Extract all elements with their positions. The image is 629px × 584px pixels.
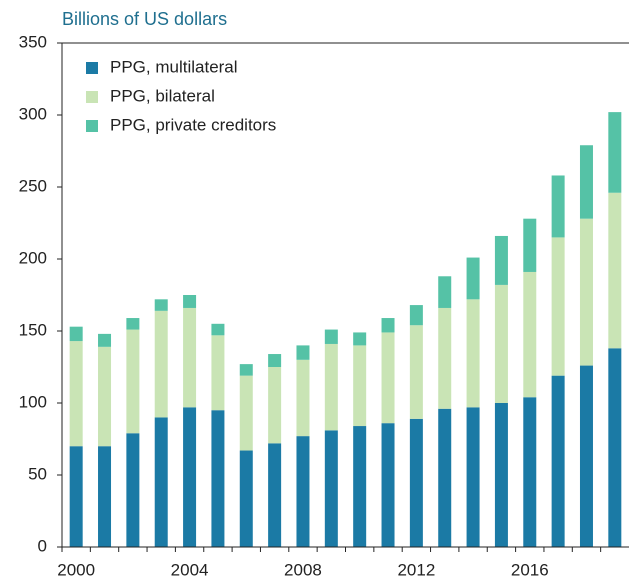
bar-segment bbox=[409, 418, 423, 547]
bar-segment bbox=[211, 335, 225, 411]
bar-segment bbox=[324, 343, 338, 431]
bar-segment bbox=[296, 345, 310, 360]
bar-segment bbox=[494, 235, 508, 285]
bar-segment bbox=[608, 348, 622, 547]
bar-segment bbox=[523, 218, 537, 272]
y-tick-label: 0 bbox=[38, 536, 47, 555]
bar-segment bbox=[438, 276, 452, 308]
bar-segment bbox=[523, 271, 537, 398]
bar-segment bbox=[409, 325, 423, 419]
bar-segment bbox=[579, 218, 593, 366]
bar-segment bbox=[381, 332, 395, 424]
bar-segment bbox=[353, 345, 367, 427]
legend-label: PPG, bilateral bbox=[110, 86, 215, 105]
bar-segment bbox=[438, 307, 452, 409]
bar-segment bbox=[494, 403, 508, 547]
bar-segment bbox=[296, 359, 310, 437]
bar-segment bbox=[126, 329, 140, 434]
bar-segment bbox=[579, 365, 593, 547]
bar-segment bbox=[211, 410, 225, 547]
y-axis-title: Billions of US dollars bbox=[62, 9, 227, 29]
bar-segment bbox=[154, 417, 168, 547]
bar-segment bbox=[466, 257, 480, 300]
legend-label: PPG, multilateral bbox=[110, 57, 238, 76]
x-tick-label: 2016 bbox=[511, 560, 549, 579]
bar-segment bbox=[183, 407, 197, 547]
bar-segment bbox=[551, 175, 565, 238]
bar-segment bbox=[608, 112, 622, 193]
x-tick-label: 2004 bbox=[171, 560, 209, 579]
legend-label: PPG, private creditors bbox=[110, 115, 276, 134]
bar-segment bbox=[353, 332, 367, 346]
bar-segment bbox=[551, 237, 565, 376]
bar-segment bbox=[69, 341, 83, 447]
bar-segment bbox=[523, 397, 537, 547]
bar-segment bbox=[579, 145, 593, 219]
bar-segment bbox=[466, 299, 480, 408]
bar-segment bbox=[466, 407, 480, 547]
bar-segment bbox=[353, 426, 367, 547]
bar-segment bbox=[183, 307, 197, 408]
bar-segment bbox=[98, 446, 112, 547]
y-tick-label: 350 bbox=[19, 32, 47, 51]
bar-segment bbox=[154, 299, 168, 311]
bar-segment bbox=[126, 318, 140, 330]
bar-segment bbox=[608, 192, 622, 349]
bar-segment bbox=[268, 443, 282, 547]
bar-segment bbox=[324, 329, 338, 344]
bar-segment bbox=[69, 446, 83, 547]
y-tick-label: 250 bbox=[19, 176, 47, 195]
bar-segment bbox=[154, 310, 168, 418]
legend-swatch bbox=[86, 120, 98, 132]
x-tick-label: 2008 bbox=[284, 560, 322, 579]
bar-segment bbox=[239, 375, 253, 451]
bar-segment bbox=[211, 323, 225, 336]
y-tick-label: 50 bbox=[28, 464, 47, 483]
bar-segment bbox=[126, 433, 140, 547]
y-tick-label: 300 bbox=[19, 104, 47, 123]
bar-segment bbox=[239, 364, 253, 376]
legend-swatch bbox=[86, 91, 98, 103]
y-tick-label: 150 bbox=[19, 320, 47, 339]
bar-segment bbox=[409, 305, 423, 326]
y-tick-label: 100 bbox=[19, 392, 47, 411]
bar-segment bbox=[183, 295, 197, 308]
x-tick-label: 2012 bbox=[397, 560, 435, 579]
bar-segment bbox=[268, 367, 282, 444]
bar-segment bbox=[239, 450, 253, 547]
bar-segment bbox=[69, 326, 83, 342]
bar-segment bbox=[381, 423, 395, 547]
bar-segment bbox=[494, 284, 508, 403]
bar-segment bbox=[551, 375, 565, 547]
bar-segment bbox=[296, 436, 310, 547]
bar-segment bbox=[381, 318, 395, 333]
bar-segment bbox=[98, 333, 112, 347]
legend-swatch bbox=[86, 62, 98, 74]
bar-segment bbox=[324, 430, 338, 547]
y-tick-label: 200 bbox=[19, 248, 47, 267]
bar-segment bbox=[438, 408, 452, 547]
bar-segment bbox=[268, 354, 282, 367]
bar-segment bbox=[98, 346, 112, 447]
x-tick-label: 2000 bbox=[57, 560, 95, 579]
